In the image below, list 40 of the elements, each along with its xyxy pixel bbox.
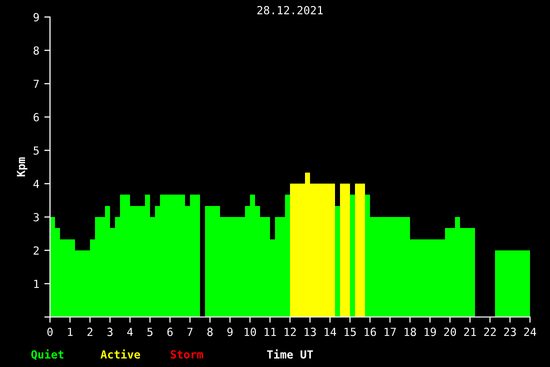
x-tick-label: 10 [244, 328, 256, 336]
y-tick-label: 7 [34, 80, 39, 88]
y-axis-title: Kpm [16, 157, 28, 176]
x-tick-label: 17 [384, 328, 396, 336]
x-tick-label: 9 [227, 328, 233, 336]
text: Quiet [31, 349, 64, 360]
x-axis-title: Time UT [267, 349, 313, 359]
y-tick-label: 4 [33, 180, 40, 188]
y-tick-label: 3 [34, 213, 39, 222]
x-tick-label: 1 [68, 328, 73, 336]
text: Active [100, 349, 140, 359]
chart-title: 28.12.2021 [257, 6, 323, 14]
y-tick-label: 1 [34, 280, 39, 288]
x-tick-label: 5 [147, 328, 152, 336]
y-tick-label: 2 [34, 246, 39, 255]
x-tick-label: 18 [404, 328, 416, 336]
x-tick-label: 11 [264, 328, 276, 336]
y-tick-label: 6 [34, 113, 39, 122]
y-tick-label: 5 [34, 146, 39, 155]
x-tick-label: 6 [167, 328, 173, 336]
x-tick-label: 21 [464, 328, 476, 336]
x-tick-label: 14 [324, 328, 336, 336]
x-tick-label: 15 [344, 328, 356, 336]
x-tick-label: 7 [187, 328, 193, 336]
legend-label: Storm [170, 350, 204, 359]
x-tick-label: 23 [504, 328, 516, 336]
x-tick-label: 16 [364, 328, 376, 336]
y-tick-label: 8 [34, 46, 39, 55]
x-tick-label: 12 [284, 328, 296, 336]
x-tick-label: 24 [524, 328, 536, 336]
x-tick-label: 22 [484, 328, 496, 336]
x-tick-label: 19 [424, 328, 436, 336]
y-tick-label: 9 [34, 13, 39, 22]
x-tick-label: 4 [127, 328, 133, 336]
x-tick-label: 2 [87, 328, 92, 336]
x-tick-label: 0 [47, 328, 53, 336]
x-tick-label: 20 [444, 328, 456, 336]
x-tick-label: 8 [207, 328, 213, 336]
x-tick-label: 3 [107, 328, 113, 336]
x-tick-label: 13 [304, 328, 316, 336]
